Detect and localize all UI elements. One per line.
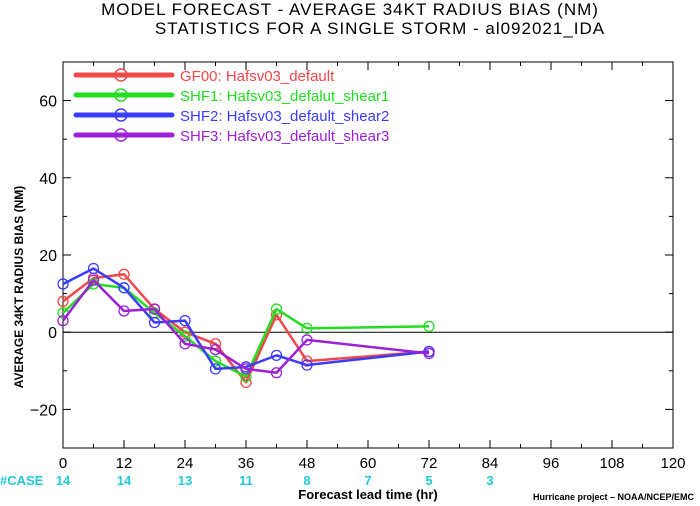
x-tick-label: 24 [177,455,194,472]
data-point [179,314,191,327]
data-point [57,295,69,307]
data-point [148,303,161,315]
y-axis-label: AVERAGE 34KT RADIUS BIAS (NM) [12,186,26,388]
y-axis: −20 0 20 40 60 [30,61,673,449]
legend: GF00: Hafsv03_default SHF1: Hafsv03_defal… [73,68,389,145]
data-point [57,314,69,327]
case-count: 5 [425,473,432,488]
x-tick-label: 108 [599,455,624,472]
data-point [270,349,283,362]
x-tick-label: 36 [238,455,255,472]
data-point [57,278,69,290]
data-point [423,347,435,360]
x-tick-label: 0 [59,455,67,472]
series-line [62,273,430,384]
series-line [62,282,430,378]
chart-subtitle: STATISTICS FOR A SINGLE STORM - al092021… [154,19,606,38]
y-tick-label: 20 [39,248,57,265]
y-tick-label: 0 [48,325,57,342]
legend-marker [114,68,128,82]
data-point [270,303,283,315]
data-point [179,330,191,342]
case-count: 8 [303,473,310,488]
data-point [179,338,191,350]
legend-label: GF00: Hafsv03_default [180,68,335,85]
data-point [270,367,283,379]
y-tick-label: 40 [39,171,57,188]
x-tick-label: 48 [299,455,316,472]
data-point [301,322,313,334]
y-tick-label: −20 [30,402,57,419]
data-point [118,305,130,317]
chart-title: MODEL FORECAST - AVERAGE 34KT RADIUS BIA… [101,0,599,19]
data-point [148,316,161,329]
x-axis: 0 12 24 36 48 60 72 84 96 108 120 [59,62,686,472]
legend-label: SHF3: Hafsv03_default_shear3 [180,128,389,145]
legend-marker [114,128,128,142]
case-count: 13 [178,473,192,488]
data-point [240,363,252,375]
data-point [209,343,222,356]
series-line [62,278,430,374]
legend-marker [114,108,128,122]
legend-label: SHF2: Hafsv03_default_shear2 [180,108,389,125]
data-point [301,359,313,371]
x-tick-label: 120 [660,455,685,472]
series-group [57,262,435,389]
case-count: 11 [239,473,253,488]
series-line [62,267,430,371]
x-tick-label: 60 [360,455,377,472]
legend-label: SHF1: Hafsv03_defalut_shear1 [180,88,389,105]
x-tick-label: 12 [116,455,133,472]
case-count: 14 [117,473,132,488]
case-counts: #CASE 14 14 13 11 8 7 5 3 [0,473,494,488]
x-tick-label: 96 [543,455,560,472]
x-tick-label: 84 [482,455,499,472]
data-point [118,268,130,280]
data-point [118,282,130,294]
data-point [423,320,435,333]
case-count: 7 [364,473,371,488]
footer-credit: Hurricane project – NOAA/NCEP/EMC [532,492,694,502]
data-point [209,363,222,375]
case-label: #CASE [0,473,44,488]
x-axis-label: Forecast lead time (hr) [298,487,437,502]
case-count: 14 [56,473,71,488]
x-tick-label: 72 [421,455,438,472]
data-point [87,262,100,275]
data-point [301,334,313,346]
y-tick-label: 60 [39,94,57,111]
data-point [87,274,100,286]
legend-marker [114,88,128,102]
case-count: 3 [486,473,493,488]
